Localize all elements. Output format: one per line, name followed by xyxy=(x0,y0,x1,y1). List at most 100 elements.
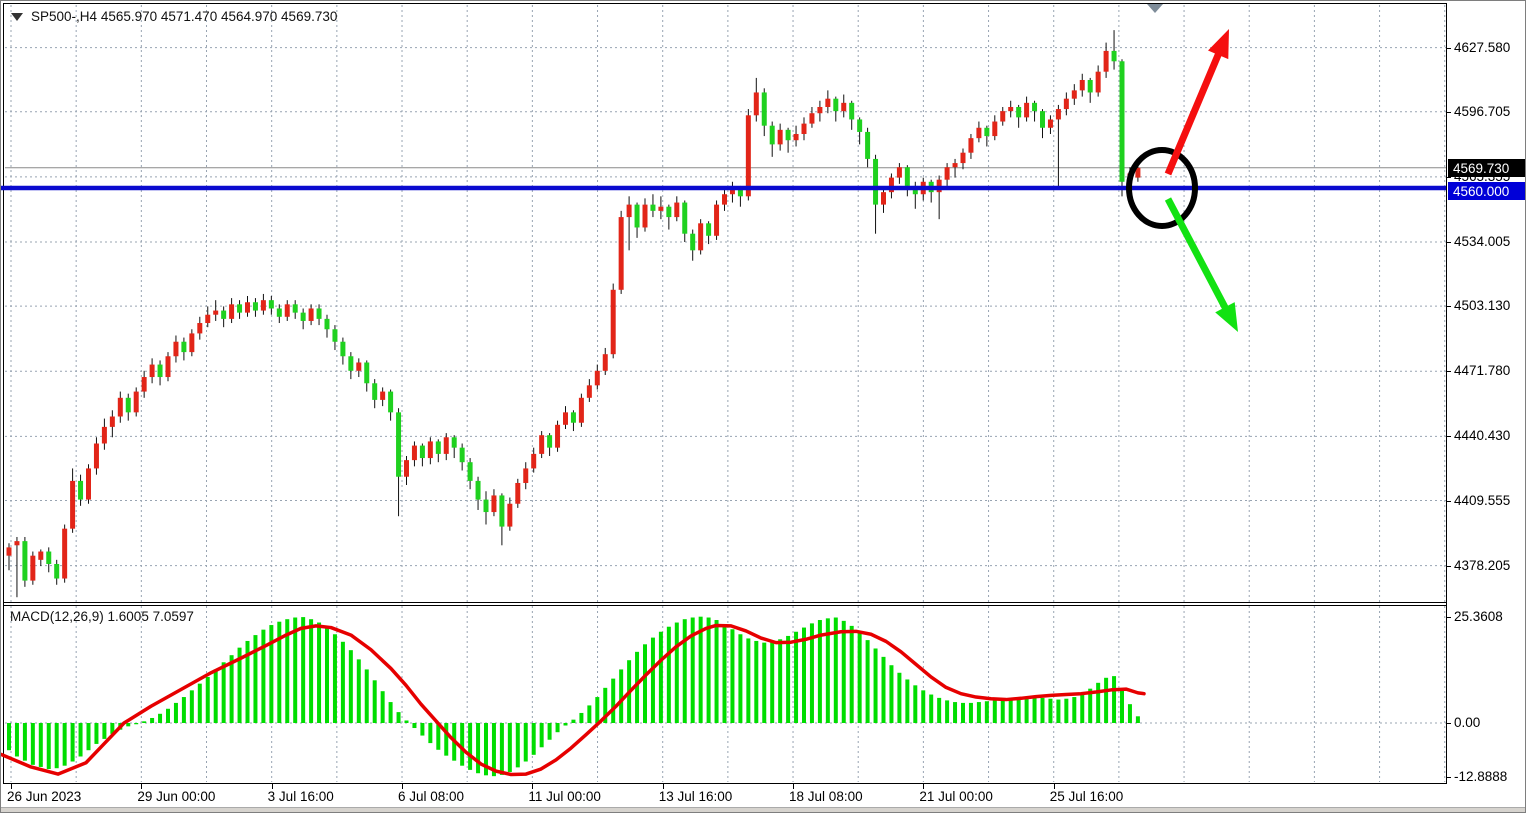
candle-body xyxy=(62,528,68,579)
axis-tick xyxy=(1446,723,1451,724)
macd-histogram-bar xyxy=(340,641,345,723)
macd-histogram-bar xyxy=(802,627,806,723)
macd-histogram-bar xyxy=(666,626,671,723)
candle-body xyxy=(1119,61,1125,182)
macd-histogram-bar xyxy=(523,723,528,762)
macd-histogram-bar xyxy=(714,620,719,723)
candle-body xyxy=(308,308,314,321)
price-axis-label: 4378.205 xyxy=(1454,557,1511,573)
candle-body xyxy=(1071,90,1077,99)
ohlc-high: 4571.470 xyxy=(160,9,218,24)
candle-body xyxy=(976,127,982,139)
candle-body xyxy=(904,167,910,186)
macd-histogram-bar xyxy=(499,723,504,775)
candle-body xyxy=(6,547,12,556)
macd-histogram-bar xyxy=(881,656,886,723)
macd-histogram-bar xyxy=(491,723,496,777)
candle-body xyxy=(141,377,147,392)
macd-histogram-bar xyxy=(1032,697,1037,723)
candle-body xyxy=(896,167,902,178)
price-axis[interactable]: 4569.730 4560.000 4627.5804596.7054565.3… xyxy=(1446,1,1525,787)
macd-histogram-bar xyxy=(603,687,608,723)
candle-body xyxy=(745,115,751,197)
macd-histogram-bar xyxy=(476,723,481,774)
candle-body xyxy=(960,152,966,164)
macd-histogram-bar xyxy=(221,662,226,723)
candle-body xyxy=(547,435,553,448)
candle-body xyxy=(292,304,298,313)
ohlc-low: 4564.970 xyxy=(220,9,278,24)
macd-histogram-bar xyxy=(825,618,830,723)
candle-body xyxy=(133,391,139,413)
chart-header: SP500-,H4 4565.970 4571.470 4564.970 456… xyxy=(11,9,337,24)
macd-histogram-bar xyxy=(1024,697,1029,723)
axis-tick xyxy=(1446,111,1451,113)
macd-histogram-bar xyxy=(173,702,178,723)
macd-histogram-bar xyxy=(325,627,329,723)
candle-body xyxy=(602,354,608,371)
macd-indicator-canvas[interactable] xyxy=(1,606,1446,783)
macd-histogram-bar xyxy=(571,719,576,723)
macd-histogram-bar xyxy=(619,669,624,723)
candle-body xyxy=(729,188,735,195)
price-axis-label: 4503.130 xyxy=(1454,298,1511,314)
macd-histogram-bar xyxy=(913,685,918,723)
macd-histogram-bar xyxy=(468,723,473,770)
candle-body xyxy=(555,424,561,448)
candle-body xyxy=(706,223,712,236)
candle-body xyxy=(276,308,282,317)
macd-histogram-bar xyxy=(1040,697,1045,723)
macd-histogram-bar xyxy=(14,723,19,757)
candle-body xyxy=(793,133,799,141)
candle-body xyxy=(857,119,863,132)
candle-body xyxy=(70,480,76,529)
candle-body xyxy=(881,192,886,205)
macd-histogram-bar xyxy=(1096,682,1101,723)
macd-histogram-bar xyxy=(78,723,83,757)
candle-body xyxy=(714,204,720,236)
price-chart-canvas[interactable] xyxy=(1,5,1446,602)
macd-histogram-bar xyxy=(150,717,155,723)
macd-histogram-bar xyxy=(404,720,409,723)
macd-histogram-bar xyxy=(905,679,910,723)
macd-histogram-bar xyxy=(317,622,322,723)
candle-body xyxy=(491,495,497,513)
macd-histogram-bar xyxy=(62,723,67,766)
macd-histogram-bar xyxy=(436,723,441,750)
macd-histogram-bar xyxy=(372,680,377,723)
candle-body xyxy=(189,333,195,353)
macd-histogram-bar xyxy=(968,702,973,723)
candle-body xyxy=(634,204,640,228)
time-axis-tick xyxy=(662,784,664,789)
candle-body xyxy=(586,385,592,398)
scroll-to-end-marker-icon[interactable] xyxy=(1147,4,1163,13)
macd-histogram-bar xyxy=(54,723,59,769)
candle-body xyxy=(117,397,123,417)
candle-body xyxy=(467,462,473,481)
candle-body xyxy=(221,310,227,319)
candle-body xyxy=(1087,79,1093,93)
macd-histogram-bar xyxy=(1072,697,1077,723)
candle-body xyxy=(833,98,839,112)
time-axis-label: 11 Jul 00:00 xyxy=(528,789,601,804)
candle-body xyxy=(252,302,258,311)
macd-histogram-bar xyxy=(420,723,425,736)
time-axis[interactable]: 26 Jun 2023 29 Jun 00:00 3 Jul 16:00 6 Jul … xyxy=(1,784,1446,808)
bullish-scenario-arrow-head xyxy=(1208,29,1229,60)
macd-histogram-bar xyxy=(229,655,234,723)
macd-histogram-bar xyxy=(817,620,822,723)
candle-body xyxy=(777,129,783,145)
macd-histogram-bar xyxy=(460,723,465,766)
macd-histogram-bar xyxy=(507,723,512,772)
candle-body xyxy=(229,304,235,319)
macd-histogram-bar xyxy=(301,617,306,723)
chevron-down-icon[interactable] xyxy=(11,12,23,21)
macd-histogram-bar xyxy=(730,629,735,723)
support-level-badge: 4560.000 xyxy=(1448,182,1525,200)
candle-body xyxy=(459,447,465,463)
window-bottom-edge xyxy=(1,807,1525,812)
macd-histogram-bar xyxy=(396,712,401,723)
candle-body xyxy=(992,121,998,137)
time-axis-label: 13 Jul 16:00 xyxy=(658,789,733,804)
macd-histogram-bar xyxy=(7,723,11,751)
